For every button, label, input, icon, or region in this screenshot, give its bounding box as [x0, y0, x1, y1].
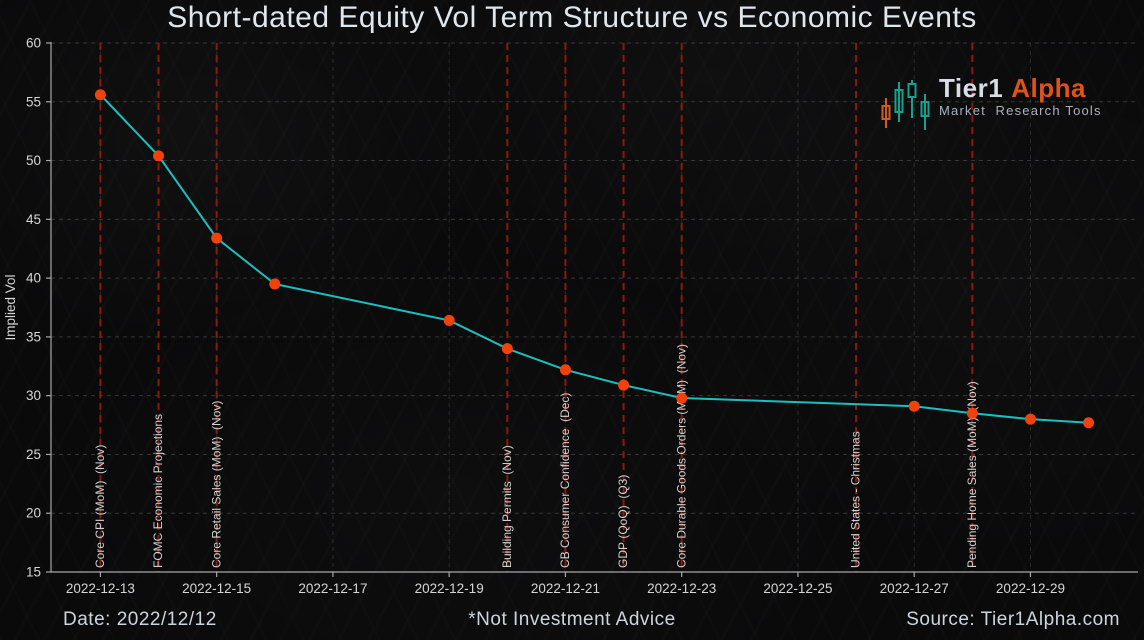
y-tick-label: 60 [26, 36, 41, 51]
brand-name: Tier1 Alpha [939, 74, 1102, 102]
data-point [559, 364, 571, 376]
footer-date: Date: 2022/12/12 [63, 609, 217, 630]
data-point [676, 392, 688, 404]
x-tick-label: 2022-12-15 [182, 581, 251, 596]
event-label: CB Consumer Confidence (Dec) [558, 393, 572, 568]
event-label: Core CPI (MoM) (Nov) [93, 445, 107, 568]
event-label: United States - Christmas [849, 431, 863, 568]
data-point [1024, 413, 1036, 425]
event-label: FOMC Economic Projections [151, 414, 165, 568]
footer-source: Source: Tier1Alpha.com [906, 609, 1120, 630]
data-point [618, 379, 630, 391]
data-point [966, 407, 978, 419]
brand-tagline: Market Research Tools [939, 103, 1102, 118]
x-tick-label: 2022-12-13 [66, 581, 135, 596]
page-title: Short-dated Equity Vol Term Structure vs… [167, 1, 977, 34]
event-label: Pending Home Sales (MoM) (Nov) [965, 381, 979, 568]
brand-alpha: Alpha [1011, 73, 1086, 103]
event-label: Core Durable Goods Orders (MoM) (Nov) [674, 344, 688, 568]
logo-text: Tier1 Alpha Market Research Tools [939, 74, 1102, 118]
data-point [269, 278, 281, 290]
x-tick-label: 2022-12-21 [531, 581, 600, 596]
x-tick-label: 2022-12-19 [415, 581, 484, 596]
tier1alpha-logo: Tier1 Alpha Market Research Tools [880, 74, 1102, 134]
y-tick-label: 20 [26, 506, 41, 521]
y-tick-label: 15 [26, 565, 41, 580]
y-tick-label: 55 [26, 94, 41, 109]
y-tick-label: 50 [26, 153, 41, 168]
brand-tier1: Tier1 [939, 73, 1004, 103]
y-tick-label: 45 [26, 212, 41, 227]
footer: Date: 2022/12/12 *Not Investment Advice … [0, 604, 1144, 636]
x-tick-label: 2022-12-27 [880, 581, 949, 596]
y-tick-label: 35 [26, 329, 41, 344]
x-tick-label: 2022-12-23 [647, 581, 716, 596]
data-point [94, 89, 106, 101]
y-tick-label: 40 [26, 271, 41, 286]
data-point [153, 150, 165, 162]
x-tick-label: 2022-12-29 [996, 581, 1065, 596]
data-point [1083, 417, 1095, 429]
y-axis-title: Implied Vol [3, 274, 18, 340]
event-label: Core Retail Sales (MoM) (Nov) [209, 401, 223, 568]
data-point [443, 314, 455, 326]
candlestick-logo-icon [881, 80, 930, 130]
x-tick-label: 2022-12-17 [298, 581, 367, 596]
x-tick-label: 2022-12-25 [763, 581, 832, 596]
vol-term-structure-chart: 15 20 25 30 35 40 45 50 55 60 2022-12-13 2022-12-15… [3, 36, 1138, 596]
event-label: GDP (QoQ) (Q3) [616, 475, 630, 568]
y-tick-label: 25 [26, 447, 41, 462]
data-point [211, 232, 223, 244]
implied-vol-line [99, 94, 1089, 424]
data-point [501, 343, 513, 355]
event-label: Building Permits (Nov) [500, 445, 514, 568]
data-point [908, 400, 920, 412]
y-tick-label: 30 [26, 388, 41, 403]
footer-disclaimer: *Not Investment Advice [468, 609, 676, 630]
